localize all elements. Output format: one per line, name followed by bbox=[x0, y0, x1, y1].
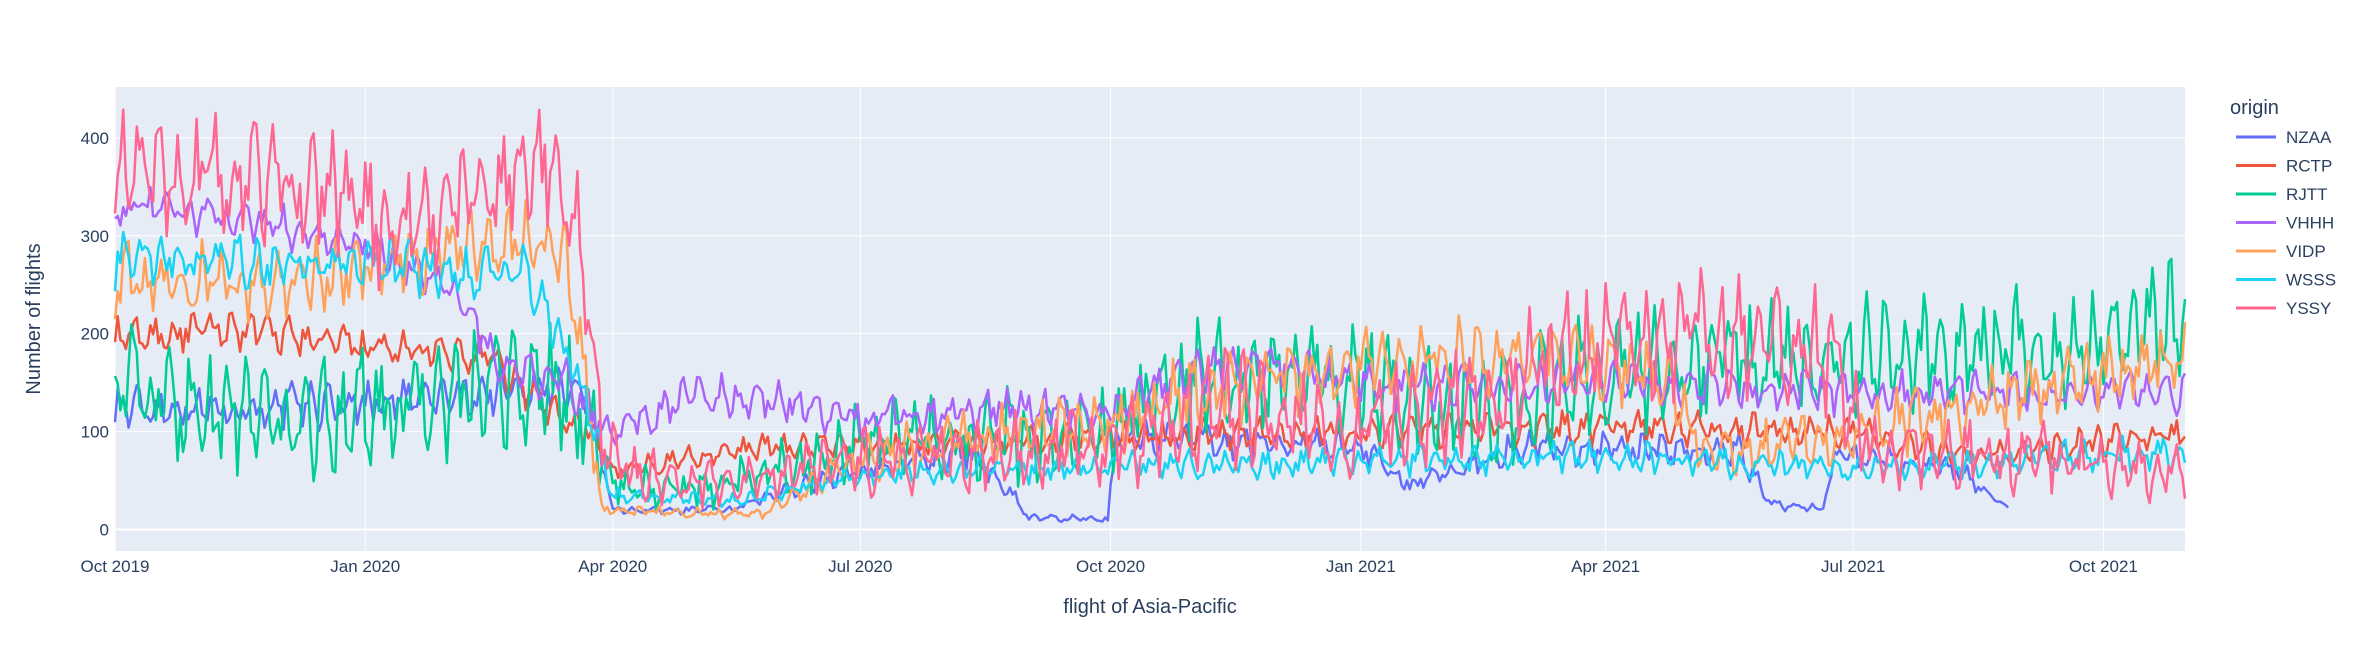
series-line-nzaa bbox=[113, 362, 2010, 524]
legend-item-wsss[interactable]: WSSS bbox=[2286, 271, 2336, 290]
series-line-yssy bbox=[113, 108, 2187, 510]
y-axis-label: Number of flights bbox=[23, 243, 45, 394]
y-tick-label: 300 bbox=[81, 227, 109, 246]
y-tick-label: 200 bbox=[81, 325, 109, 344]
y-axis-ticks: 0 100 200 300 400 bbox=[81, 129, 109, 540]
x-tick-label: Jul 2020 bbox=[828, 557, 892, 576]
legend-item-vhhh[interactable]: VHHH bbox=[2286, 214, 2334, 233]
x-tick-label: Oct 2020 bbox=[1076, 557, 1145, 576]
y-tick-label: 0 bbox=[100, 520, 109, 539]
grid-lines bbox=[114, 87, 2185, 551]
legend-item-yssy[interactable]: YSSY bbox=[2286, 299, 2331, 318]
series-line-vhhh bbox=[114, 185, 2187, 446]
legend: origin NZAA RCTP RJTT VHHH VIDP WSSS YSSY bbox=[2230, 97, 2336, 318]
legend-item-rjtt[interactable]: RJTT bbox=[2286, 185, 2328, 204]
legend-item-rctp[interactable]: RCTP bbox=[2286, 157, 2332, 176]
x-axis-ticks: Oct 2019 Jan 2020 Apr 2020 Jul 2020 Oct 2020… bbox=[81, 557, 2138, 576]
x-axis-label: flight of Asia-Pacific bbox=[1063, 596, 1236, 618]
x-tick-label: Apr 2021 bbox=[1571, 557, 1640, 576]
x-tick-label: Jul 2021 bbox=[1821, 557, 1885, 576]
legend-title: origin bbox=[2230, 97, 2279, 119]
series-line-rctp bbox=[113, 311, 2187, 480]
x-tick-label: Jan 2020 bbox=[330, 557, 400, 576]
legend-item-vidp[interactable]: VIDP bbox=[2286, 242, 2326, 261]
legend-item-nzaa[interactable]: NZAA bbox=[2286, 128, 2332, 147]
x-tick-label: Apr 2020 bbox=[578, 557, 647, 576]
series-line-wsss bbox=[113, 230, 2187, 509]
x-tick-label: Jan 2021 bbox=[1326, 557, 1396, 576]
y-tick-label: 100 bbox=[81, 423, 109, 442]
x-tick-label: Oct 2019 bbox=[81, 557, 150, 576]
y-tick-label: 400 bbox=[81, 129, 109, 148]
x-tick-label: Oct 2021 bbox=[2069, 557, 2138, 576]
series-layer bbox=[113, 108, 2187, 524]
plot-background bbox=[115, 87, 2185, 551]
